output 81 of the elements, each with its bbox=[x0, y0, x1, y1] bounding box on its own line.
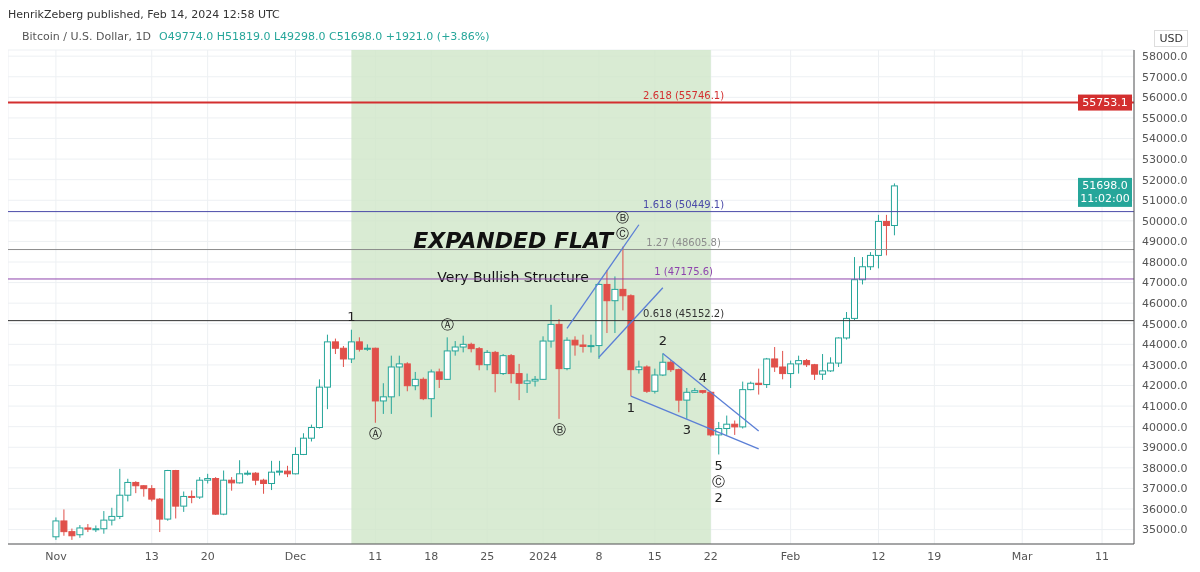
candlestick bbox=[180, 491, 188, 513]
x-tick-label: 12 bbox=[871, 549, 886, 563]
y-tick-label: 56000.0 bbox=[1142, 91, 1188, 105]
candlestick bbox=[611, 275, 619, 334]
y-tick-label: 42000.0 bbox=[1142, 379, 1188, 393]
x-tick-label: 20 bbox=[200, 549, 215, 563]
annotation: 55753.1 bbox=[1082, 95, 1128, 109]
candlestick bbox=[403, 361, 411, 392]
y-axis-title: USD bbox=[1154, 30, 1188, 47]
annotation: 2 bbox=[714, 489, 723, 505]
text: O49774.0 H51819.0 L49298.0 C51698.0 +1921.0 (+3.86%) bbox=[158, 30, 490, 43]
annotation: 4 bbox=[698, 369, 707, 385]
ref-line-label: 1 (47175.6) bbox=[654, 265, 714, 277]
annotation: 1 bbox=[626, 399, 636, 415]
y-tick-label: 38000.0 bbox=[1142, 461, 1188, 475]
annotation: Ⓐ bbox=[368, 426, 382, 442]
y-tick-label: 47000.0 bbox=[1142, 276, 1188, 290]
y-tick-label: 37000.0 bbox=[1142, 482, 1188, 496]
annotation: Ⓑ bbox=[552, 422, 566, 438]
y-tick-label: 39000.0 bbox=[1142, 441, 1188, 455]
chart-subtitle: HenrikZeberg published, Feb 14, 2024 12:58 UTC bbox=[8, 8, 281, 23]
x-tick-label: 18 bbox=[424, 549, 439, 563]
ref-line-label: 1.27 (48605.8) bbox=[646, 236, 721, 248]
ref-line-label: 0.618 (45152.2) bbox=[643, 307, 725, 319]
y-tick-label: 58000.0 bbox=[1142, 50, 1188, 64]
x-tick-label: 25 bbox=[480, 549, 495, 563]
candlestick bbox=[882, 214, 890, 256]
annotation: Ⓒ bbox=[616, 226, 630, 242]
x-tick-label: 22 bbox=[703, 549, 718, 563]
x-tick-label: 19 bbox=[927, 549, 942, 563]
y-tick-label: 51000.0 bbox=[1142, 194, 1188, 208]
candlestick bbox=[347, 329, 355, 364]
candlestick bbox=[52, 516, 60, 541]
band-label: EXPANDED FLAT bbox=[413, 227, 615, 253]
y-tick-label: 50000.0 bbox=[1142, 214, 1188, 228]
ref-line-label: 2.618 (55746.1) bbox=[643, 89, 725, 101]
y-tick-label: 44000.0 bbox=[1142, 338, 1188, 352]
y-tick-label: 46000.0 bbox=[1142, 297, 1188, 311]
x-tick-label: 2024 bbox=[529, 549, 558, 563]
candlestick bbox=[603, 269, 611, 334]
y-tick-label: 48000.0 bbox=[1142, 255, 1188, 269]
candlestick bbox=[483, 349, 491, 371]
annotation: 51698.0 11:02:00 bbox=[1080, 178, 1130, 205]
y-tick-label: 57000.0 bbox=[1142, 70, 1188, 84]
y-tick-label: 35000.0 bbox=[1142, 523, 1188, 537]
candlestick bbox=[499, 353, 507, 376]
annotation: Ⓐ bbox=[440, 316, 454, 332]
y-tick-label: 41000.0 bbox=[1142, 400, 1188, 413]
annotation: 2 bbox=[658, 332, 667, 348]
candlestick bbox=[411, 371, 419, 391]
candlestick bbox=[84, 523, 92, 533]
chart-title: Bitcoin / U.S. Dollar, 1D bbox=[22, 30, 151, 43]
x-tick-label: 11 bbox=[368, 549, 383, 563]
annotation: 5 bbox=[714, 457, 723, 473]
y-tick-label: 49000.0 bbox=[1142, 235, 1188, 249]
y-tick-label: 43000.0 bbox=[1142, 358, 1188, 372]
x-tick-label: Feb bbox=[780, 549, 801, 563]
ref-line-label: 1.618 (50449.1) bbox=[643, 198, 725, 210]
x-tick-label: 8 bbox=[595, 549, 603, 563]
x-tick-label: 11 bbox=[1095, 549, 1110, 563]
annotation: Ⓑ bbox=[616, 210, 630, 226]
y-tick-label: 45000.0 bbox=[1142, 317, 1188, 331]
candlestick bbox=[755, 368, 763, 396]
candlestick bbox=[491, 350, 499, 393]
candlestick bbox=[419, 376, 427, 401]
x-tick-label: 15 bbox=[647, 549, 662, 563]
y-tick-label: 36000.0 bbox=[1142, 502, 1188, 516]
y-tick-label: 55000.0 bbox=[1142, 111, 1188, 125]
x-tick-label: Nov bbox=[45, 549, 68, 563]
x-tick-label: 13 bbox=[144, 549, 159, 563]
x-tick-label: Dec bbox=[284, 549, 307, 563]
annotation: 3 bbox=[682, 422, 691, 438]
annotation: Very Bullish Structure bbox=[437, 269, 589, 286]
y-tick-label: 40000.0 bbox=[1142, 420, 1188, 434]
x-tick-label: Mar bbox=[1011, 549, 1034, 563]
annotation: Ⓒ bbox=[712, 473, 726, 489]
y-tick-label: 54000.0 bbox=[1142, 132, 1188, 146]
candlestick bbox=[635, 360, 643, 375]
y-tick-label: 52000.0 bbox=[1142, 173, 1188, 187]
y-tick-label: 53000.0 bbox=[1142, 153, 1188, 166]
candlestick bbox=[435, 368, 443, 389]
